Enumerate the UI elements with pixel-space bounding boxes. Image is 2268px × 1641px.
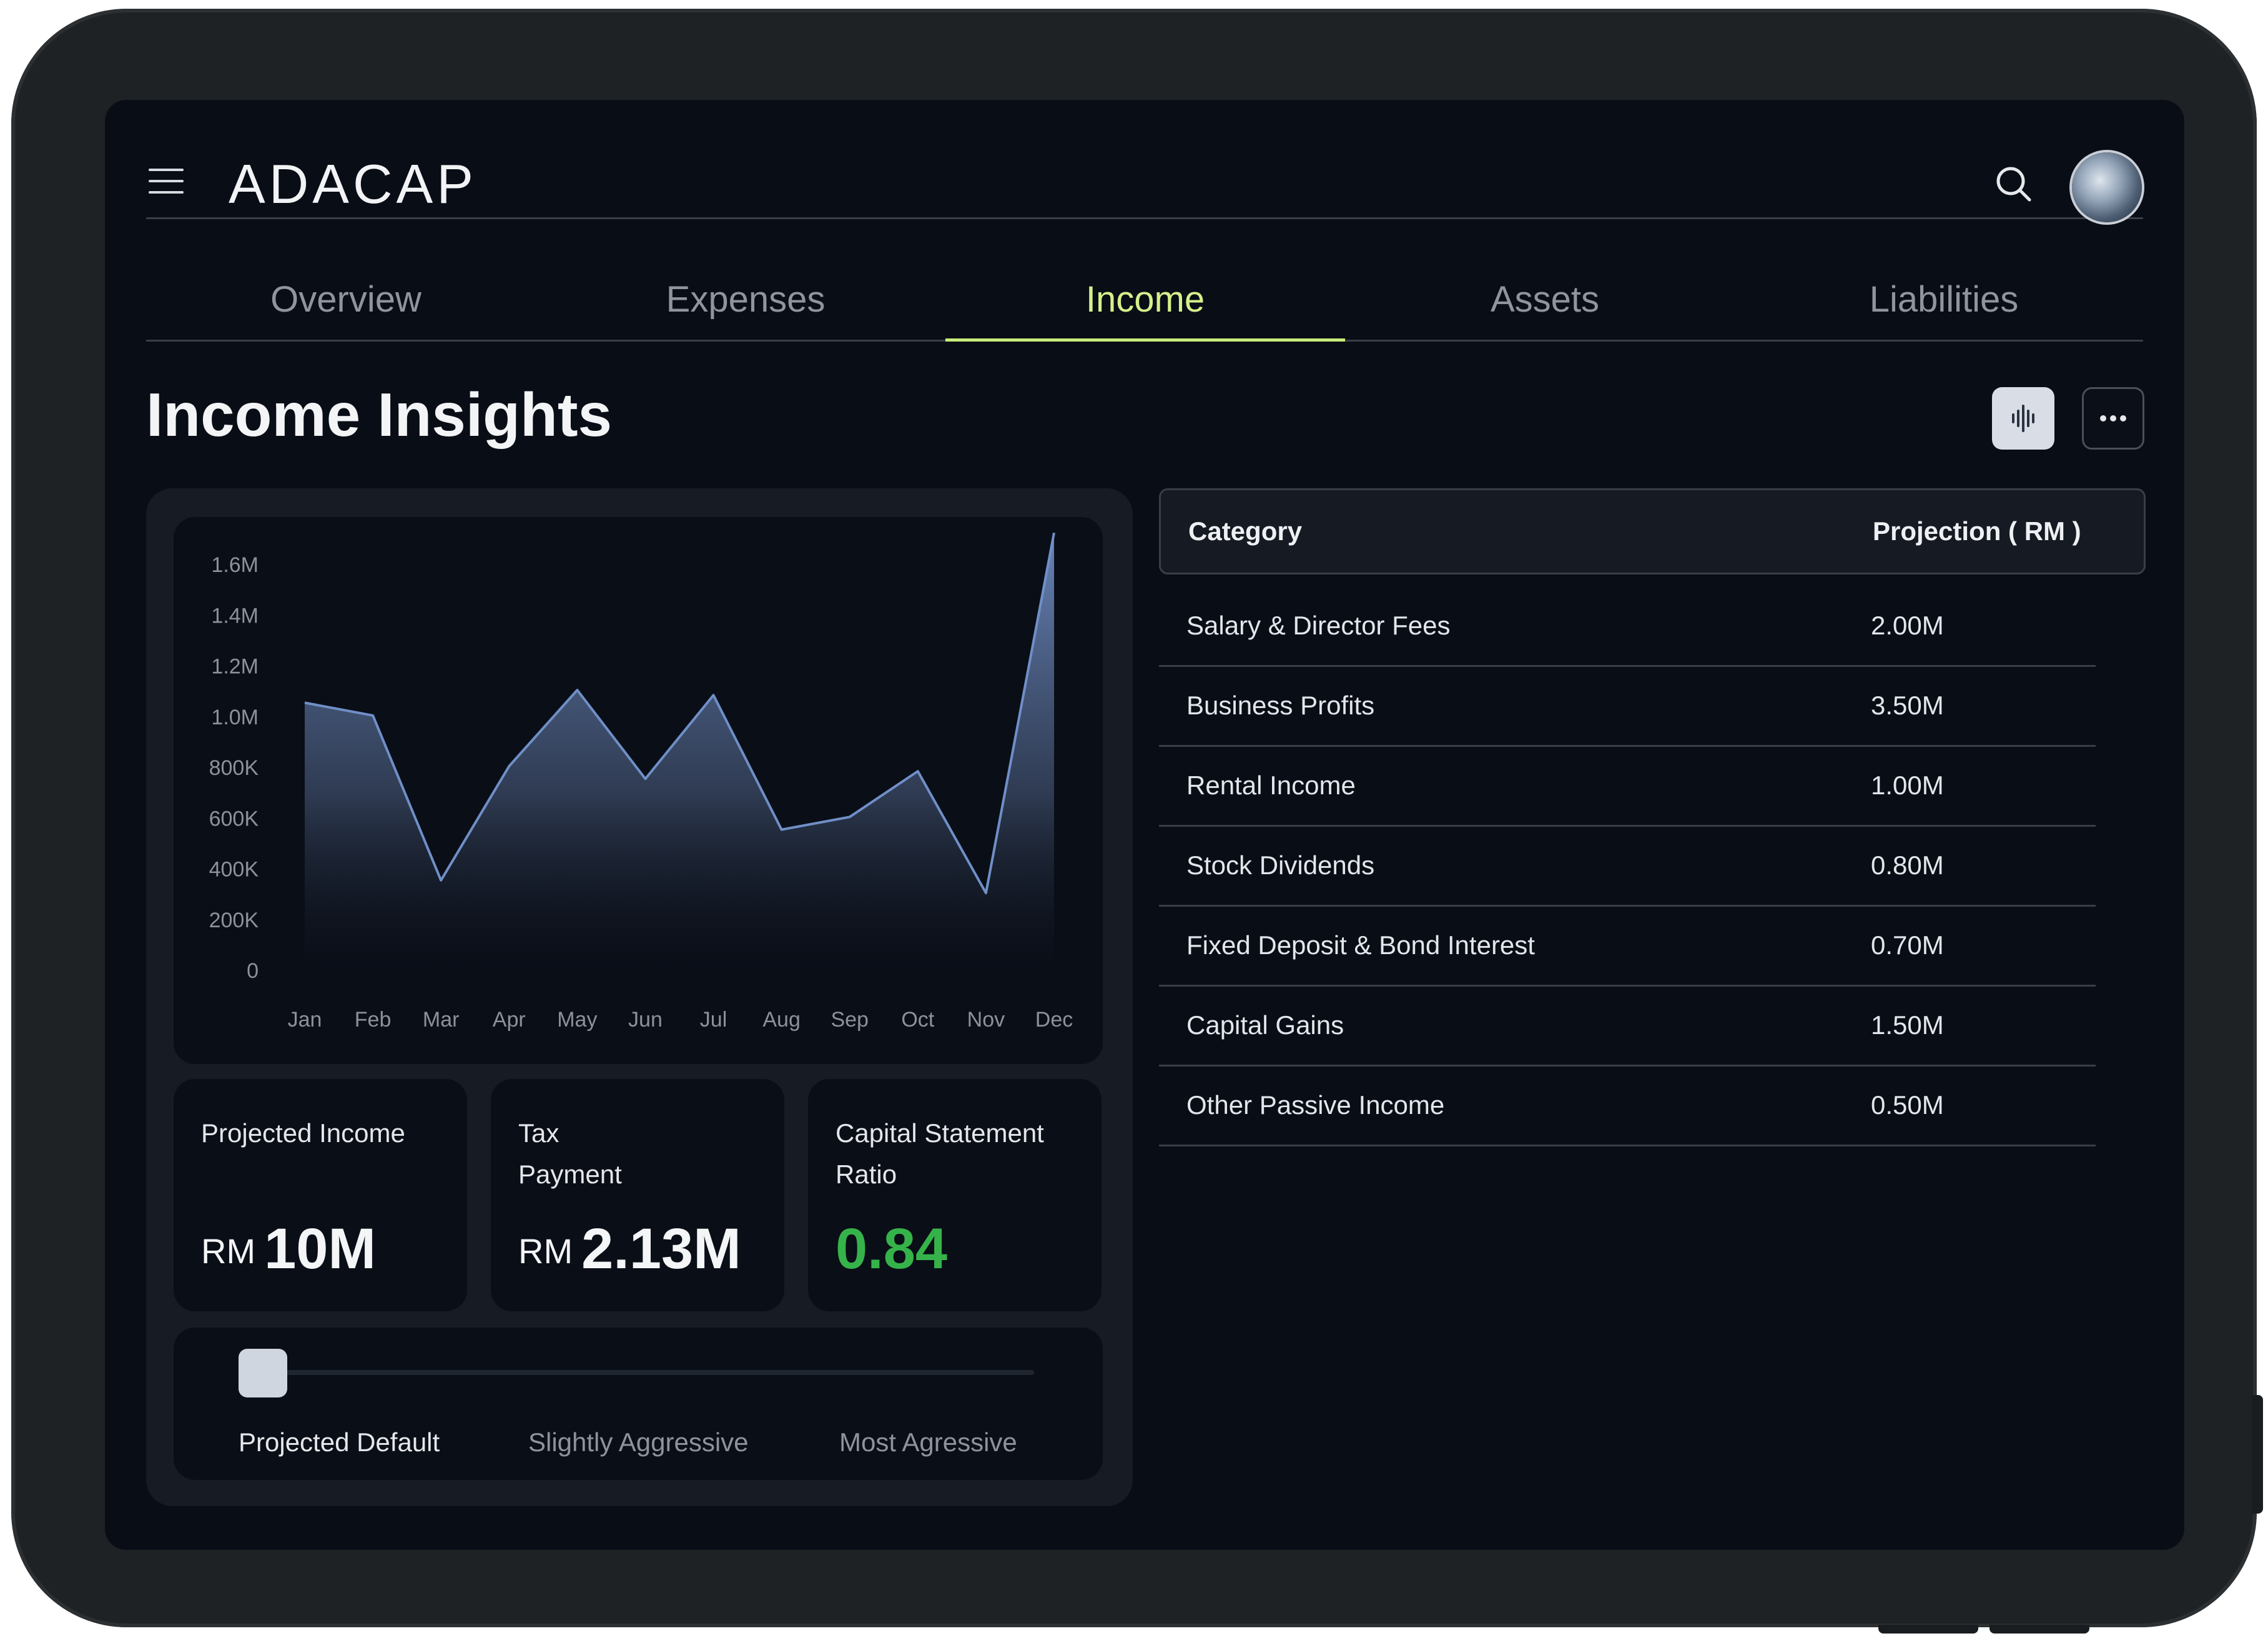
stat-label: Tax Payment — [518, 1118, 622, 1189]
y-tick-label: 1.4M — [211, 604, 259, 628]
cell-category: Capital Gains — [1186, 1010, 1344, 1040]
y-tick-label: 1.2M — [211, 655, 259, 679]
stat-value: RM 2.13M — [518, 1216, 741, 1282]
tab-liabilities[interactable]: Liabilities — [1869, 279, 2019, 320]
top-bar: ADACAP — [146, 150, 2143, 222]
search-icon[interactable] — [1993, 164, 2033, 204]
x-tick-label: Nov — [967, 1008, 1005, 1032]
y-tick-label: 1.0M — [211, 706, 259, 729]
insights-panel: 0 200K 400K 600K 800K 1.0M 1.2M 1.4M 1.6M Jan Feb… — [146, 488, 1133, 1506]
slider-option-most-aggressive[interactable]: Most Agressive — [839, 1427, 1017, 1457]
stat-currency: RM — [201, 1231, 256, 1271]
x-tick-label: May — [557, 1008, 597, 1032]
table-row[interactable]: Fixed Deposit & Bond Interest 0.70M — [1159, 906, 2096, 987]
tab-expenses[interactable]: Expenses — [666, 279, 826, 320]
cell-projection: 0.70M — [1871, 930, 1944, 960]
more-dots-icon — [2100, 415, 2126, 421]
income-area-fill — [305, 533, 1054, 969]
x-tick-label: Oct — [901, 1008, 934, 1032]
stat-currency: RM — [518, 1231, 573, 1271]
stat-number: 10M — [264, 1217, 377, 1281]
cell-projection: 1.00M — [1871, 771, 1944, 800]
income-area-chart: 0 200K 400K 600K 800K 1.0M 1.2M 1.4M 1.6M Jan Feb… — [209, 532, 1073, 1032]
table-header: Category Projection ( RM ) — [1159, 488, 2146, 574]
cell-category: Rental Income — [1186, 771, 1356, 800]
hamburger-menu-icon[interactable] — [149, 167, 184, 195]
x-tick-label: Jan — [288, 1008, 322, 1032]
app-screen: ADACAP Overview Expenses Inc — [105, 100, 2184, 1550]
cell-projection: 2.00M — [1871, 611, 1944, 640]
y-tick-label: 0 — [247, 959, 259, 983]
x-tick-label: Jun — [628, 1008, 663, 1032]
stat-card-tax-payment: Tax Payment RM 2.13M — [491, 1079, 784, 1311]
y-tick-label: 200K — [209, 909, 259, 932]
income-series-line — [304, 532, 1055, 895]
tablet-frame: ADACAP Overview Expenses Inc — [11, 9, 2263, 1634]
x-tick-label: Sep — [831, 1008, 869, 1032]
tab-income[interactable]: Income — [945, 260, 1345, 342]
chart-toggle-button[interactable] — [1992, 387, 2054, 450]
stat-card-capital-ratio: Capital Statement Ratio 0.84 — [808, 1079, 1102, 1311]
y-tick-label: 1.6M — [211, 553, 259, 577]
audio-bars-icon — [2012, 405, 2034, 432]
slider-option-projected-default[interactable]: Projected Default — [239, 1427, 440, 1457]
cell-projection: 0.80M — [1871, 850, 1944, 880]
page-title: Income Insights — [146, 380, 613, 449]
x-tick-label: Dec — [1035, 1008, 1073, 1032]
cell-projection: 0.50M — [1871, 1090, 1944, 1120]
income-chart-card: 0 200K 400K 600K 800K 1.0M 1.2M 1.4M 1.6M Jan Feb… — [174, 517, 1103, 1064]
slider-thumb[interactable] — [239, 1349, 287, 1397]
device-bottom-button-2 — [1989, 1625, 2089, 1634]
user-avatar[interactable] — [2072, 152, 2142, 222]
x-tick-label: Jul — [700, 1008, 727, 1032]
device-bottom-button-1 — [1878, 1625, 1978, 1634]
projection-slider-card: Projected Default Slightly Aggressive Mo… — [174, 1328, 1103, 1480]
x-tick-label: Aug — [762, 1008, 801, 1032]
table-row[interactable]: Capital Gains 1.50M — [1159, 986, 2096, 1067]
app-logo: ADACAP — [229, 153, 477, 215]
x-tick-label: Mar — [423, 1008, 460, 1032]
cell-category: Stock Dividends — [1186, 850, 1375, 880]
table-row[interactable]: Other Passive Income 0.50M — [1159, 1066, 2096, 1146]
tab-bar: Overview Expenses Income Assets Liabilit… — [146, 260, 2143, 342]
stat-label: Capital Statement Ratio — [836, 1118, 1044, 1189]
x-tick-label: Feb — [355, 1008, 392, 1032]
stat-label: Projected Income — [201, 1118, 405, 1148]
stat-card-projected-income: Projected Income RM 10M — [174, 1079, 467, 1311]
cell-category: Salary & Director Fees — [1186, 611, 1451, 640]
y-tick-label: 400K — [209, 858, 259, 882]
column-header-projection: Projection ( RM ) — [1873, 516, 2081, 546]
column-header-category: Category — [1188, 516, 1303, 546]
stat-number: 2.13M — [581, 1217, 741, 1281]
table-row[interactable]: Stock Dividends 0.80M — [1159, 826, 2096, 907]
stat-value: 0.84 — [836, 1216, 947, 1282]
table-row[interactable]: Business Profits 3.50M — [1159, 666, 2096, 747]
tab-assets[interactable]: Assets — [1490, 279, 1600, 320]
x-tick-label: Apr — [493, 1008, 526, 1032]
tab-overview[interactable]: Overview — [270, 279, 422, 320]
y-tick-label: 600K — [209, 807, 259, 830]
slider-track[interactable] — [247, 1370, 1034, 1375]
slider-option-slightly-aggressive[interactable]: Slightly Aggressive — [528, 1427, 749, 1457]
cell-category: Business Profits — [1186, 691, 1375, 720]
cell-projection: 3.50M — [1871, 691, 1944, 720]
cell-category: Fixed Deposit & Bond Interest — [1186, 930, 1535, 960]
cell-projection: 1.50M — [1871, 1010, 1944, 1040]
table-row[interactable]: Salary & Director Fees 2.00M — [1159, 586, 2096, 667]
cell-category: Other Passive Income — [1186, 1090, 1445, 1120]
more-options-button[interactable] — [2082, 387, 2144, 450]
table-row[interactable]: Rental Income 1.00M — [1159, 746, 2096, 827]
stat-value: RM 10M — [201, 1216, 376, 1282]
device-side-button — [2252, 1395, 2263, 1514]
stat-number: 0.84 — [836, 1217, 948, 1281]
y-tick-label: 800K — [209, 756, 259, 780]
